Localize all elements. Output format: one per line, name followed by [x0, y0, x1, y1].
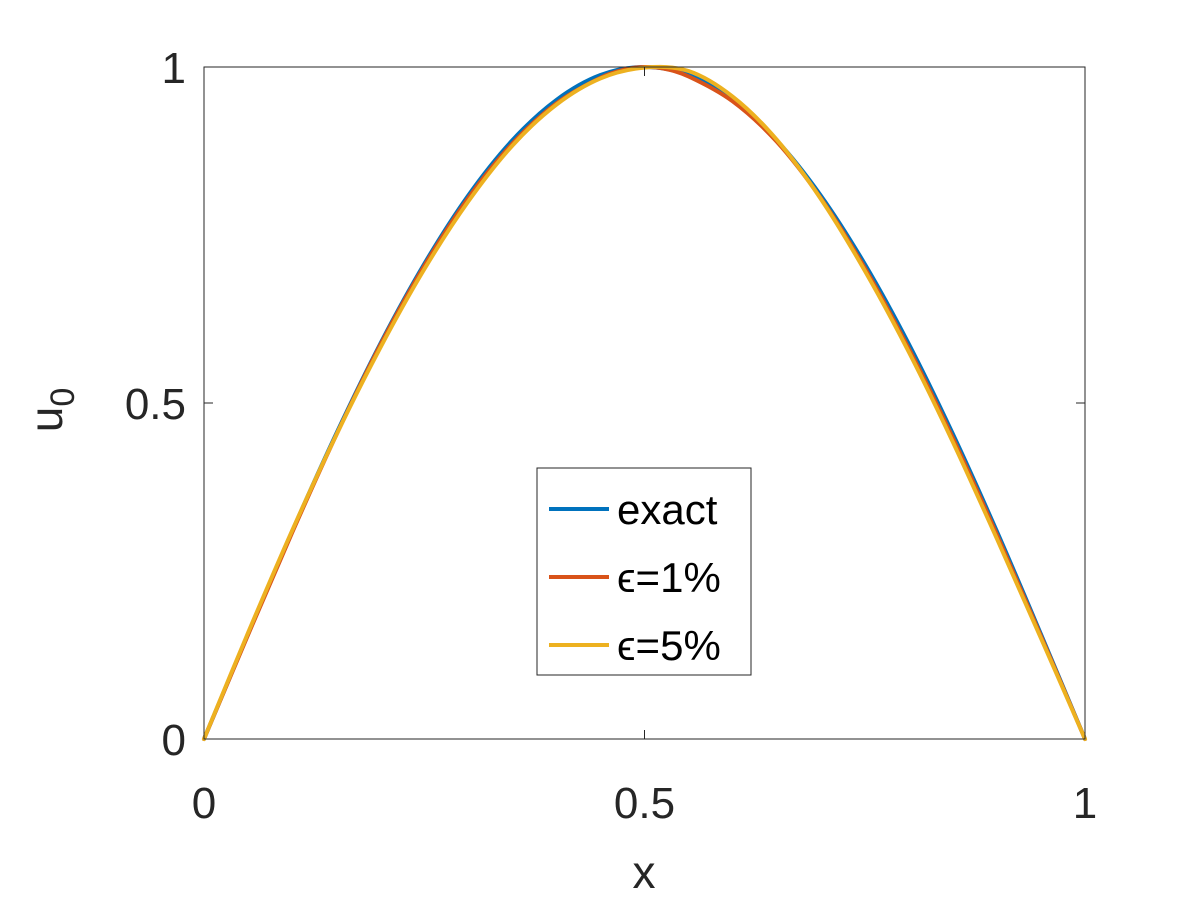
- tick-layer: 0 0.5 1 0 0.5 1: [125, 44, 1097, 828]
- legend-items: exact ϵ=1% ϵ=5%: [549, 486, 721, 669]
- x-tick-label: 1: [1073, 779, 1097, 828]
- y-tick-label: 0: [162, 716, 186, 765]
- y-axis-label-subscript: 0: [44, 388, 82, 407]
- legend-label-3: ϵ=5%: [617, 622, 721, 669]
- y-tick-label: 0.5: [125, 380, 186, 429]
- y-axis-label-main: u: [20, 407, 72, 433]
- y-tick-label: 1: [162, 44, 186, 93]
- x-tick-label: 0: [192, 779, 216, 828]
- x-tick-label: 0.5: [614, 779, 675, 828]
- x-axis-label: x: [633, 846, 656, 898]
- legend-box: [536, 467, 752, 676]
- legend-label-2: ϵ=1%: [617, 554, 721, 601]
- legend: exact ϵ=1% ϵ=5%: [536, 467, 752, 676]
- y-axis-label: u0: [20, 388, 82, 433]
- legend-label-1: exact: [617, 486, 718, 533]
